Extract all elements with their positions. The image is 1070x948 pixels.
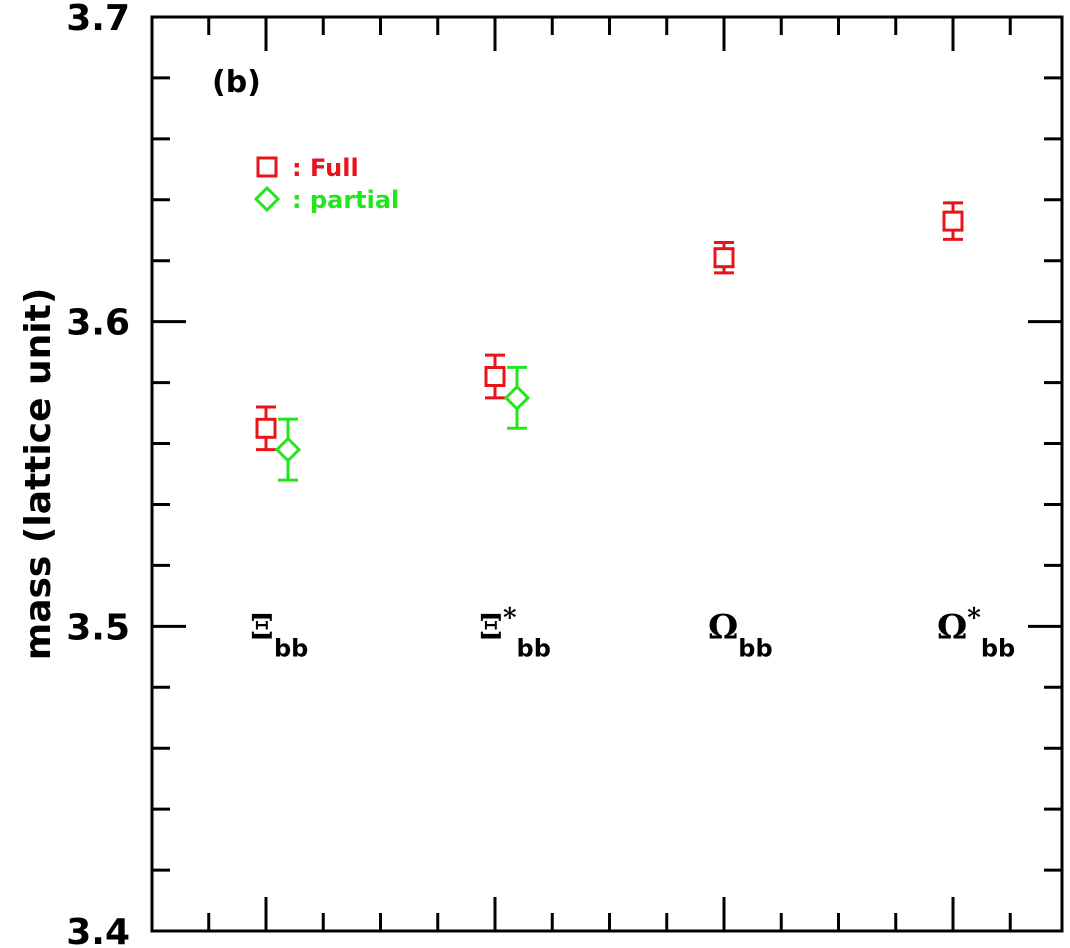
data-point-full — [255, 405, 277, 452]
category-label: Ξbb — [250, 607, 308, 662]
marker-bg — [715, 248, 733, 267]
y-tick-label: 3.4 — [66, 912, 130, 948]
y-tick-labels: 3.4 3.5 3.6 3.7 — [66, 0, 130, 948]
marker-bg — [277, 438, 299, 461]
y-tick-label: 3.5 — [66, 607, 130, 648]
marker-square — [713, 247, 735, 269]
y-tick-label: 3.7 — [66, 0, 130, 39]
marker-square — [255, 417, 277, 439]
axis-ticks — [152, 15, 1062, 933]
y-tick-label: 3.6 — [66, 303, 130, 344]
marker-diamond — [274, 436, 302, 463]
data-point-partial — [274, 417, 302, 482]
data-point-full — [484, 353, 506, 400]
category-label: Ω*bb — [937, 603, 1015, 662]
category-label: Ωbb — [708, 607, 773, 662]
plot-frame — [150, 15, 1064, 933]
marker-bg — [486, 367, 504, 386]
legend-label-full: : Full — [292, 154, 359, 182]
marker-square — [942, 210, 964, 232]
marker-bg — [506, 386, 528, 409]
panel-label: (b) — [212, 65, 261, 100]
data-marks — [255, 201, 964, 482]
data-point-partial — [503, 365, 531, 430]
marker-bg — [257, 419, 275, 438]
legend-label-partial: : partial — [292, 186, 399, 214]
category-labels: Ξbb Ξ*bb Ωbb Ω*bb — [250, 603, 1015, 662]
data-point-full — [713, 240, 735, 275]
y-axis-title: mass (lattice unit) — [18, 288, 59, 661]
data-point-full — [942, 201, 964, 241]
legend-marker-full — [256, 156, 278, 178]
marker-diamond — [503, 384, 531, 411]
marker-bg — [944, 212, 962, 231]
marker-square — [484, 366, 506, 388]
category-label: Ξ*bb — [479, 603, 551, 662]
legend-marker-partial — [253, 185, 281, 213]
legend: : Full : partial — [253, 154, 399, 214]
